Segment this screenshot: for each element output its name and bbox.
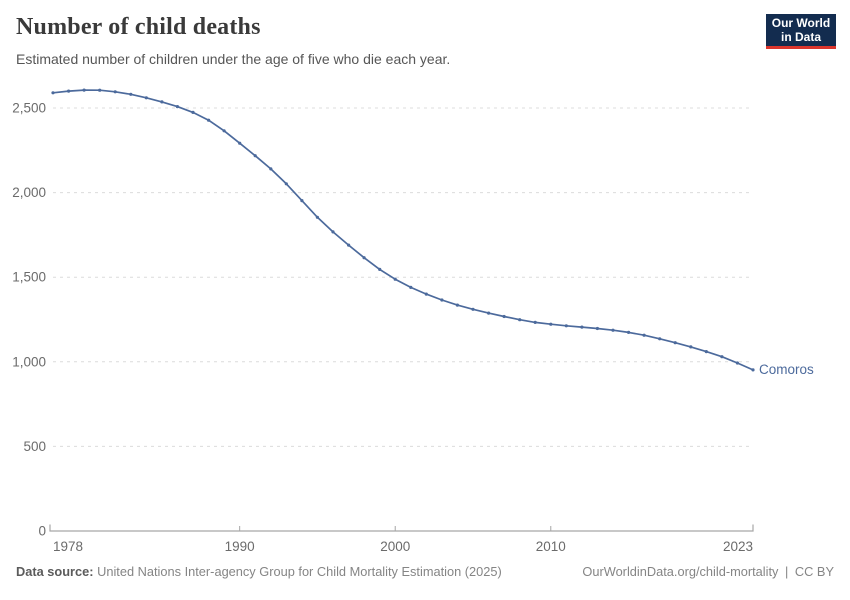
series-label: Comoros: [759, 362, 814, 377]
data-point: [502, 314, 506, 319]
data-point: [129, 92, 133, 96]
data-point: [222, 129, 226, 133]
data-point: [720, 355, 724, 359]
y-axis-tick-label: 2,500: [12, 101, 46, 116]
data-line: [52, 89, 754, 371]
y-axis-tick-label: 2,000: [12, 185, 46, 200]
data-point: [238, 141, 242, 145]
data-source: Data source: United Nations Inter-agency…: [16, 564, 502, 579]
owid-logo-line1: Our World: [771, 16, 831, 30]
data-point: [487, 311, 491, 315]
owid-logo[interactable]: Our World in Data: [766, 14, 836, 49]
data-point: [191, 110, 195, 114]
data-point: [300, 199, 304, 203]
y-axis-tick-label: 1,500: [12, 270, 46, 285]
data-point: [284, 182, 288, 186]
data-point: [627, 330, 631, 334]
data-point: [471, 307, 475, 311]
data-point: [409, 285, 413, 289]
x-axis-tick-label: 2010: [536, 539, 566, 554]
chart-svg: 0 500 1,000 1,500 2,000 2,500 1978 1990 2000 2010…: [12, 88, 814, 554]
data-source-label: Data source:: [16, 564, 94, 579]
data-point: [518, 318, 522, 322]
chart-footer: Data source: United Nations Inter-agency…: [16, 564, 834, 579]
data-point: [253, 154, 257, 158]
data-point: [658, 337, 662, 341]
footer-divider: |: [785, 564, 789, 579]
data-point: [347, 243, 351, 247]
data-point: [689, 345, 693, 349]
data-point: [642, 333, 646, 337]
data-point: [207, 118, 211, 122]
chart-subtitle: Estimated number of children under the a…: [16, 51, 451, 67]
data-point: [549, 322, 553, 326]
data-point: [378, 267, 382, 271]
data-point: [611, 328, 615, 332]
data-point: [580, 325, 584, 329]
footer-links: OurWorldinData.org/child-mortality | CC …: [579, 564, 834, 579]
data-point: [113, 90, 117, 94]
data-point: [269, 167, 273, 171]
data-source-text: United Nations Inter-agency Group for Ch…: [93, 564, 502, 579]
data-point: [533, 320, 537, 324]
x-axis-tick-label: 1978: [53, 539, 83, 554]
data-point: [175, 105, 179, 109]
data-point: [735, 361, 740, 365]
data-point: [704, 350, 708, 354]
data-point: [51, 91, 55, 95]
y-axis-tick-label: 0: [38, 524, 46, 539]
license-label: CC BY: [794, 564, 834, 579]
owid-logo-line2: in Data: [780, 30, 821, 44]
data-point: [82, 88, 86, 92]
data-point: [362, 256, 366, 260]
data-point: [98, 88, 102, 92]
data-point: [751, 368, 755, 372]
data-point: [160, 100, 164, 104]
data-point: [393, 277, 397, 281]
y-axis-tick-label: 1,000: [12, 354, 46, 369]
data-point: [67, 89, 71, 93]
data-point: [315, 215, 319, 219]
data-point: [673, 341, 677, 345]
x-axis-tick-label: 1990: [225, 539, 255, 554]
data-point: [440, 298, 444, 302]
data-point: [455, 303, 459, 307]
x-axis-line: [49, 524, 754, 532]
data-point: [144, 96, 148, 100]
x-axis-tick-label: 2000: [380, 539, 410, 554]
data-point: [564, 324, 568, 328]
data-point: [595, 326, 600, 331]
y-axis-tick-label: 500: [23, 439, 46, 454]
data-point: [331, 230, 335, 234]
page-title: Number of child deaths: [16, 14, 261, 40]
owid-url-link[interactable]: OurWorldinData.org/child-mortality: [582, 564, 779, 579]
data-point: [424, 292, 428, 296]
x-axis-tick-label: 2023: [723, 539, 753, 554]
